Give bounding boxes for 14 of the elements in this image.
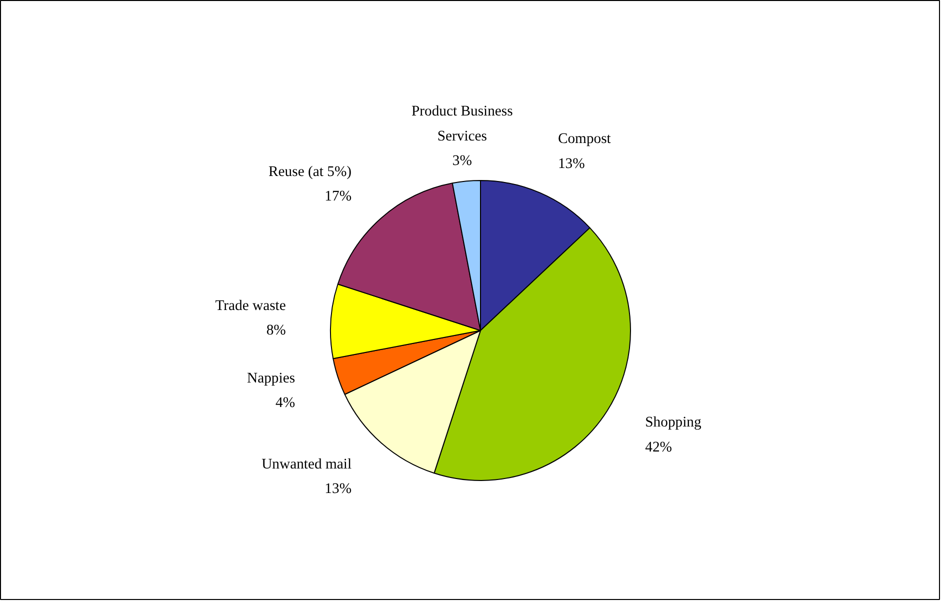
slice-label: Nappies xyxy=(247,370,296,386)
data-label: 17% xyxy=(324,188,352,205)
data-label: 4% xyxy=(276,395,296,412)
slice-label: Product Business Services xyxy=(411,104,514,144)
data-label: 8% xyxy=(266,322,286,339)
slice-label: Trade waste xyxy=(215,298,286,314)
data-label: 13% xyxy=(324,481,352,498)
data-label: 3% xyxy=(452,153,472,170)
data-label: 13% xyxy=(558,156,585,172)
slice-label: Compost xyxy=(558,131,611,148)
data-label: 42% xyxy=(645,439,672,456)
slice-label: Shopping xyxy=(645,414,702,431)
slice-label: Reuse (at 5%) xyxy=(268,164,352,180)
slice-label: Unwanted mail xyxy=(262,456,352,472)
